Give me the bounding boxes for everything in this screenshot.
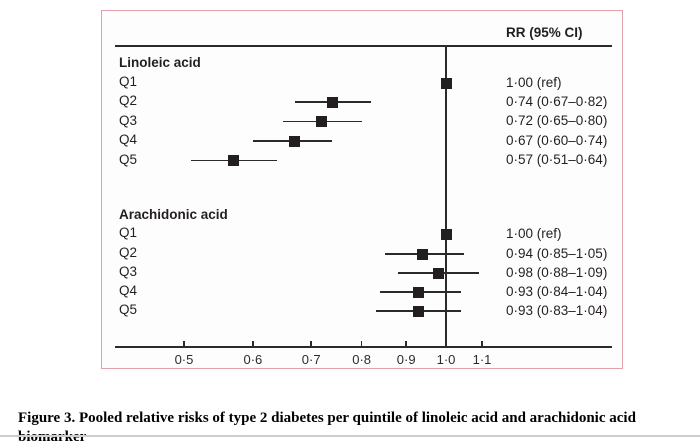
axis-tick: [405, 341, 407, 346]
forest-plot-panel: RR (95% CI) 0·5 0·6 0·7 0·8 0·9 1·0 1·1 Linolei…: [101, 10, 623, 369]
group-label: Linoleic acid: [119, 55, 201, 70]
reference-line: [445, 46, 447, 346]
row-label: Q5: [119, 151, 138, 167]
group-label: Arachidonic acid: [119, 207, 228, 222]
page: { "chart_data": { "type": "forest", "tit…: [0, 10, 700, 445]
header-rule: [115, 45, 612, 47]
rr-ci-text: 1·00 (ref): [506, 225, 562, 241]
point-estimate-marker: [413, 286, 425, 298]
axis-tick-label: 1·0: [436, 352, 456, 367]
row-label: Q4: [119, 283, 138, 298]
point-estimate-marker: [417, 248, 429, 260]
column-header-rr-ci: RR (95% CI): [506, 25, 583, 40]
axis-tick: [445, 341, 447, 346]
row-label: Q2: [119, 93, 138, 108]
row-label: Q3: [119, 264, 138, 279]
point-estimate-marker: [326, 96, 338, 108]
point-estimate-marker: [413, 305, 425, 317]
bottom-divider: [0, 435, 700, 437]
rr-ci-text: 1·00 (ref): [506, 74, 562, 90]
row-label: Q1: [119, 74, 138, 89]
axis-tick-label: 0·5: [174, 352, 194, 367]
point-estimate-marker: [316, 116, 328, 127]
axis-tick-label: 0·6: [243, 352, 263, 367]
axis-tick-label: 1·1: [472, 352, 492, 367]
point-estimate-marker: [432, 267, 444, 279]
point-estimate-marker: [289, 135, 301, 147]
rr-ci-text: 0·93 (0·84–1·04): [506, 283, 608, 299]
point-estimate-marker: [440, 228, 452, 240]
rr-ci-text: 0·72 (0·65–0·80): [506, 113, 608, 128]
point-estimate-marker: [228, 155, 240, 166]
row-label: Q1: [119, 225, 138, 240]
rr-ci-text: 0·93 (0·83–1·04): [506, 302, 608, 318]
point-estimate-marker: [440, 77, 452, 89]
row-label: Q4: [119, 132, 138, 147]
rr-ci-text: 0·57 (0·51–0·64): [506, 152, 608, 167]
axis-tick: [252, 341, 254, 346]
rr-ci-text: 0·94 (0·85–1·05): [506, 245, 608, 261]
axis-tick: [481, 341, 483, 346]
axis-tick: [183, 341, 185, 346]
rr-ci-text: 0·98 (0·88–1·09): [506, 264, 608, 280]
axis-tick-label: 0·9: [396, 352, 416, 367]
axis-tick: [310, 341, 312, 346]
axis-tick: [360, 341, 363, 346]
x-axis-line: [115, 346, 612, 348]
rr-ci-text: 0·74 (0·67–0·82): [506, 93, 608, 109]
row-label: Q2: [119, 245, 138, 260]
row-label: Q3: [119, 112, 138, 128]
figure-caption: Figure 3. Pooled relative risks of type …: [18, 410, 636, 445]
axis-tick-label: 0·8: [352, 352, 372, 367]
rr-ci-text: 0·67 (0·60–0·74): [506, 132, 608, 148]
row-label: Q5: [119, 302, 138, 317]
axis-tick-label: 0·7: [301, 352, 321, 367]
